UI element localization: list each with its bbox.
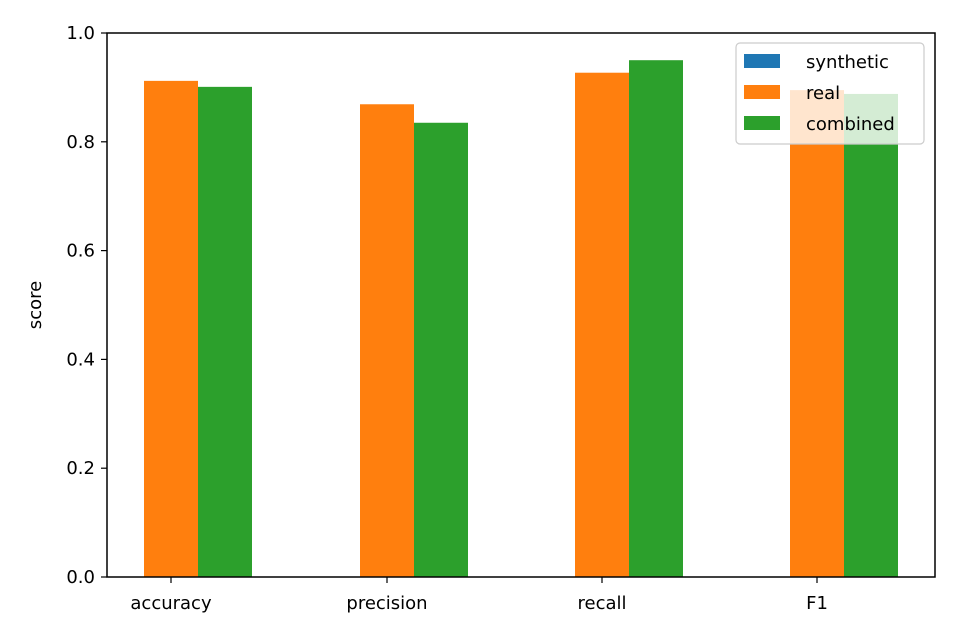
y-axis-label: score bbox=[25, 281, 46, 329]
bar-combined-precision bbox=[414, 122, 468, 577]
bars-group bbox=[144, 60, 898, 578]
legend-swatch-real bbox=[744, 85, 780, 99]
bar-real-accuracy bbox=[144, 80, 198, 577]
x-tick-label: precision bbox=[346, 593, 427, 614]
x-tick-label: F1 bbox=[806, 593, 828, 614]
bar-combined-recall bbox=[629, 60, 683, 577]
y-tick-label: 0.6 bbox=[66, 241, 95, 262]
bar-real-precision bbox=[360, 104, 414, 577]
bar-real-recall bbox=[575, 72, 629, 577]
x-axis: accuracy precision recall F1 bbox=[130, 577, 828, 614]
bar-combined-F1 bbox=[844, 93, 898, 577]
legend-swatch-synthetic bbox=[744, 54, 780, 68]
legend-box bbox=[735, 42, 925, 145]
y-tick-label: 0.2 bbox=[66, 458, 95, 479]
y-tick-label: 0.8 bbox=[66, 132, 95, 153]
bar-combined-accuracy bbox=[198, 86, 252, 577]
legend-swatch-combined bbox=[744, 116, 780, 130]
legend-label-real: real bbox=[806, 83, 840, 104]
legend: synthetic real combined bbox=[735, 42, 925, 145]
y-tick-label: 0.4 bbox=[66, 349, 95, 370]
legend-label-combined: combined bbox=[806, 114, 895, 135]
legend-label-synthetic: synthetic bbox=[806, 52, 889, 73]
plot-area-frame bbox=[106, 32, 936, 578]
bar-real-F1 bbox=[790, 90, 844, 578]
y-tick-label: 1.0 bbox=[66, 23, 95, 44]
y-tick-label: 0.0 bbox=[66, 567, 95, 588]
x-tick-label: accuracy bbox=[130, 593, 212, 614]
y-axis: 0.0 0.2 0.4 0.6 0.8 1.0 bbox=[66, 23, 107, 588]
x-tick-label: recall bbox=[577, 593, 626, 614]
